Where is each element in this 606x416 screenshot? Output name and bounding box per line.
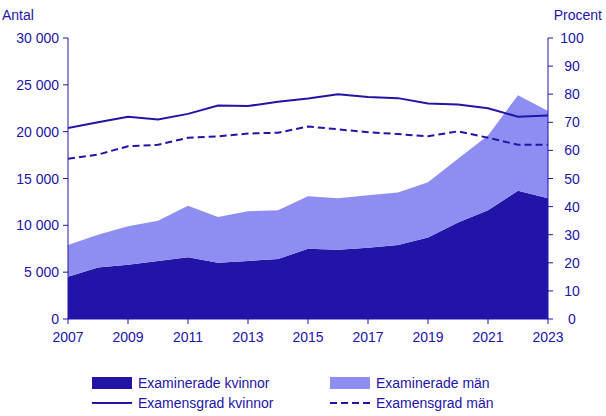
y-tick-label: 15 000 [16,171,59,187]
y-tick [63,319,68,320]
chart: 0 5 000 10 000 15 000 20 000 25 000 30 000 0 10 2… [0,0,606,416]
y2-tick [548,150,553,151]
x-tick-label: 2015 [292,329,323,345]
y2-tick-label: 20 [564,255,580,271]
y-tick [63,272,68,273]
y-tick-label: 25 000 [16,77,59,93]
legend-label: Examensgrad kvinnor [138,395,274,411]
y2-tick-label: 70 [564,114,580,130]
legend-label: Examinerade kvinnor [138,375,270,391]
y2-tick-label: 0 [568,311,576,327]
y-tick-label: 20 000 [16,124,59,140]
legend-swatch [92,377,132,389]
y2-tick [548,290,553,291]
x-tick-label: 2019 [412,329,443,345]
y-tick [63,38,68,39]
y2-tick [548,122,553,123]
y-axis-label: Antal [2,7,34,23]
x-tick [68,319,69,324]
y2-tick [548,66,553,67]
y-tick [63,84,68,85]
x-tick-label: 2023 [532,329,563,345]
legend-swatch [92,402,132,404]
x-tick-label: 2011 [173,329,203,345]
y2-tick [548,262,553,263]
y-tick [63,131,68,132]
legend-swatch [330,377,370,389]
x-tick [428,319,429,324]
y2-tick-label: 40 [564,199,580,215]
x-tick-label: 2017 [352,329,383,345]
x-tick-label: 2009 [112,329,143,345]
legend-label: Examensgrad män [376,395,494,411]
y-tick-label: 5 000 [24,264,59,280]
x-tick-label: 2021 [472,329,503,345]
line [68,94,548,128]
y2-axis-label: Procent [554,7,602,23]
y2-tick-label: 90 [564,58,580,74]
y2-tick-label: 10 [564,283,580,299]
marks [68,94,548,319]
y2-tick [548,94,553,95]
y2-tick-label: 60 [564,142,580,158]
x-tick [368,319,369,324]
y2-tick [548,319,553,320]
y2-tick [548,206,553,207]
y-tick [63,178,68,179]
x-tick-label: 2013 [232,329,263,345]
line [68,127,548,159]
x-tick [248,319,249,324]
x-tick [188,319,189,324]
y-tick [63,225,68,226]
legend: Examinerade kvinnor Examinerade män Examen… [92,375,494,411]
y2-tick-label: 80 [564,86,580,102]
x-tick [548,319,549,324]
y-tick-label: 0 [51,311,59,327]
y2-tick-label: 50 [564,171,580,187]
y2-tick-label: 30 [564,227,580,243]
y2-tick [548,234,553,235]
x-tick [128,319,129,324]
y2-tick [548,38,553,39]
area [68,95,548,277]
y2-tick-label: 100 [560,30,584,46]
legend-label: Examinerade män [376,375,490,391]
x-tick-label: 2007 [52,329,83,345]
y-tick-label: 30 000 [16,30,59,46]
y-tick-label: 10 000 [16,217,59,233]
x-tick [308,319,309,324]
legend-swatch [330,402,370,404]
y2-tick [548,178,553,179]
x-tick [488,319,489,324]
